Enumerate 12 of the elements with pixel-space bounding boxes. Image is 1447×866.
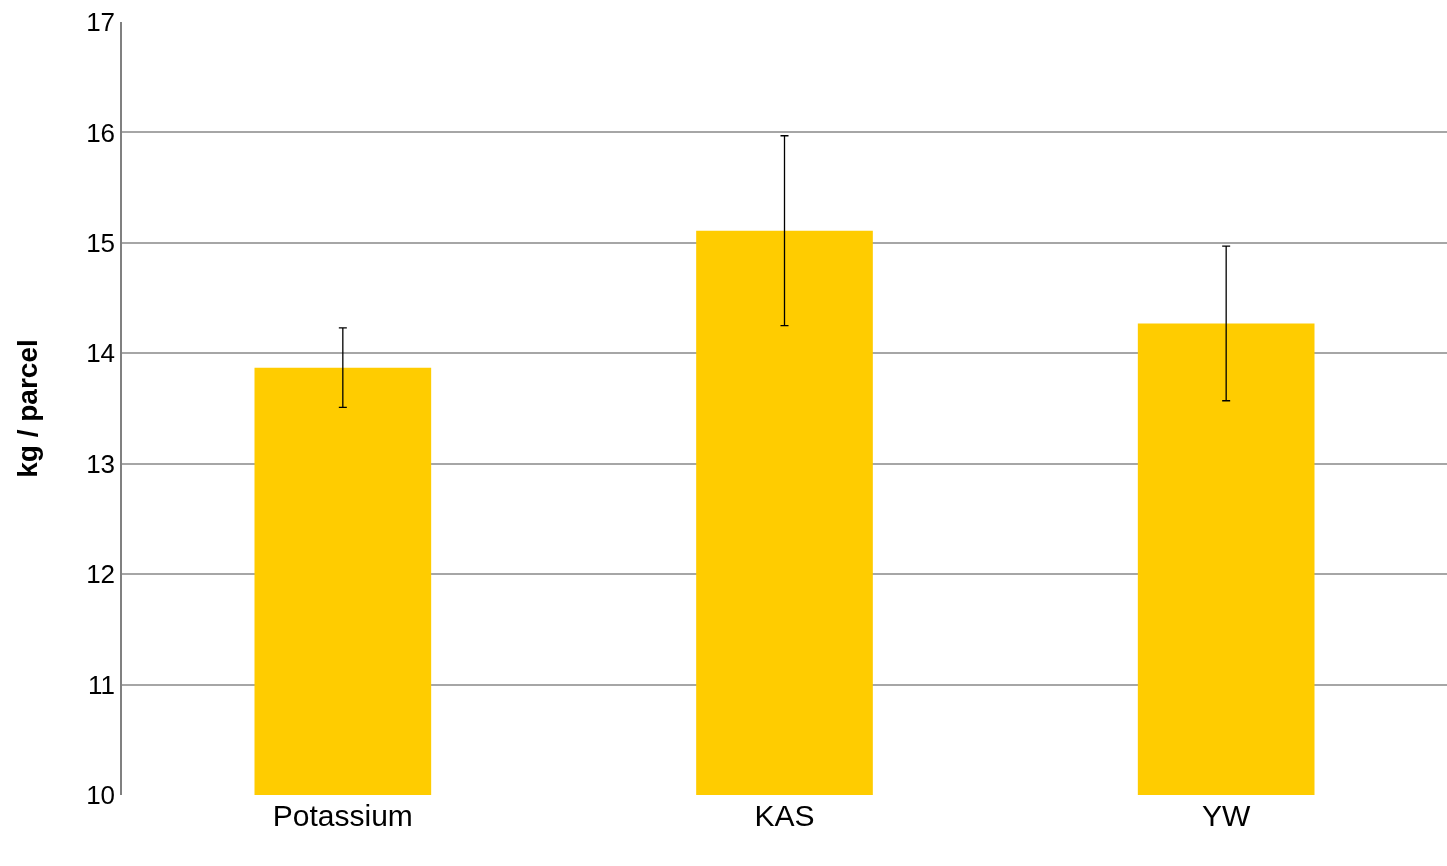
y-tick-label: 11	[88, 669, 116, 700]
y-tick-label: 13	[86, 448, 116, 479]
x-tick-label: Potassium	[272, 799, 413, 832]
x-tick-label: YW	[1202, 799, 1252, 832]
y-tick-label: 14	[86, 338, 116, 369]
y-tick-label: 12	[86, 559, 116, 590]
x-tick-label: KAS	[754, 799, 815, 832]
y-tick-label: 17	[86, 7, 116, 38]
y-tick-label: 15	[86, 227, 116, 258]
y-axis-title: kg / parcel	[12, 339, 44, 478]
y-tick-label: 10	[86, 780, 116, 811]
y-tick-label: 16	[86, 117, 116, 148]
